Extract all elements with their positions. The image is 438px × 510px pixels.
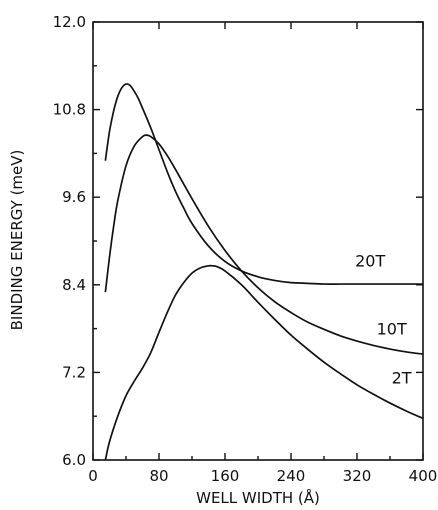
x-axis: 0 80 160 240 320 400 bbox=[88, 22, 437, 485]
y-axis-title: BINDING ENERGY (meV) bbox=[8, 150, 26, 331]
x-tick-label: 320 bbox=[343, 467, 372, 485]
series-label-20t: 20T bbox=[355, 252, 385, 271]
series-label-2t: 2T bbox=[392, 368, 412, 387]
y-tick-label: 6.0 bbox=[62, 451, 86, 469]
y-axis: 6.0 7.2 8.4 9.6 10.8 12.0 bbox=[53, 13, 423, 469]
x-tick-label: 160 bbox=[211, 467, 240, 485]
y-tick-label: 10.8 bbox=[53, 101, 86, 119]
series-line-10t bbox=[104, 134, 424, 355]
series-label-10t: 10T bbox=[377, 319, 407, 338]
y-tick-label: 12.0 bbox=[53, 13, 86, 31]
y-tick-label: 9.6 bbox=[62, 188, 86, 206]
x-tick-label: 240 bbox=[277, 467, 306, 485]
x-tick-label: 400 bbox=[409, 467, 438, 485]
series-labels: 20T 10T 2T bbox=[355, 252, 412, 388]
y-tick-label: 8.4 bbox=[62, 276, 86, 294]
series-line-20t bbox=[104, 83, 423, 285]
x-tick-label: 80 bbox=[149, 467, 168, 485]
series-line-2t bbox=[104, 264, 424, 461]
y-tick-label: 7.2 bbox=[62, 363, 86, 381]
x-axis-title: WELL WIDTH (Å) bbox=[196, 488, 320, 507]
series-lines bbox=[104, 83, 424, 461]
x-tick-label: 0 bbox=[88, 467, 98, 485]
